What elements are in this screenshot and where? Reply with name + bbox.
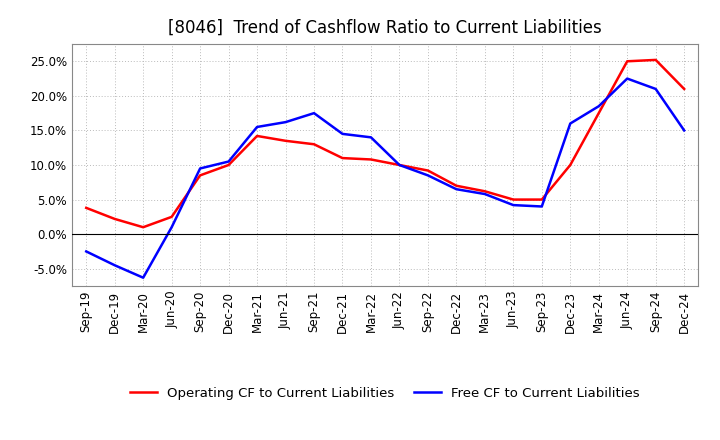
Operating CF to Current Liabilities (652, 57, 660, 62)
Operating CF to Current Liabilities (537, 197, 546, 202)
Operating CF to Current Liabilities (366, 157, 375, 162)
Free CF to Current Liabilities (452, 187, 461, 192)
Operating CF to Current Liabilities (196, 173, 204, 178)
Free CF to Current Liabilities (680, 128, 688, 133)
Operating CF to Current Liabilities (253, 133, 261, 139)
Operating CF to Current Liabilities (595, 110, 603, 116)
Free CF to Current Liabilities (509, 202, 518, 208)
Operating CF to Current Liabilities (480, 189, 489, 194)
Free CF to Current Liabilities (566, 121, 575, 126)
Line: Free CF to Current Liabilities: Free CF to Current Liabilities (86, 79, 684, 278)
Operating CF to Current Liabilities (82, 205, 91, 210)
Line: Operating CF to Current Liabilities: Operating CF to Current Liabilities (86, 60, 684, 227)
Free CF to Current Liabilities (366, 135, 375, 140)
Operating CF to Current Liabilities (566, 162, 575, 168)
Free CF to Current Liabilities (167, 224, 176, 230)
Operating CF to Current Liabilities (623, 59, 631, 64)
Free CF to Current Liabilities (423, 173, 432, 178)
Operating CF to Current Liabilities (680, 86, 688, 92)
Free CF to Current Liabilities (537, 204, 546, 209)
Free CF to Current Liabilities (652, 86, 660, 92)
Legend: Operating CF to Current Liabilities, Free CF to Current Liabilities: Operating CF to Current Liabilities, Fre… (125, 381, 645, 405)
Free CF to Current Liabilities (282, 120, 290, 125)
Title: [8046]  Trend of Cashflow Ratio to Current Liabilities: [8046] Trend of Cashflow Ratio to Curren… (168, 19, 602, 37)
Free CF to Current Liabilities (395, 162, 404, 168)
Operating CF to Current Liabilities (139, 224, 148, 230)
Operating CF to Current Liabilities (225, 162, 233, 168)
Operating CF to Current Liabilities (395, 162, 404, 168)
Free CF to Current Liabilities (139, 275, 148, 280)
Free CF to Current Liabilities (196, 166, 204, 171)
Operating CF to Current Liabilities (310, 142, 318, 147)
Free CF to Current Liabilities (82, 249, 91, 254)
Operating CF to Current Liabilities (167, 214, 176, 220)
Free CF to Current Liabilities (338, 131, 347, 136)
Free CF to Current Liabilities (310, 110, 318, 116)
Free CF to Current Liabilities (623, 76, 631, 81)
Operating CF to Current Liabilities (110, 216, 119, 222)
Free CF to Current Liabilities (480, 191, 489, 197)
Free CF to Current Liabilities (110, 263, 119, 268)
Free CF to Current Liabilities (595, 103, 603, 109)
Operating CF to Current Liabilities (338, 155, 347, 161)
Free CF to Current Liabilities (253, 125, 261, 130)
Operating CF to Current Liabilities (423, 168, 432, 173)
Operating CF to Current Liabilities (282, 138, 290, 143)
Operating CF to Current Liabilities (509, 197, 518, 202)
Operating CF to Current Liabilities (452, 183, 461, 188)
Free CF to Current Liabilities (225, 159, 233, 164)
